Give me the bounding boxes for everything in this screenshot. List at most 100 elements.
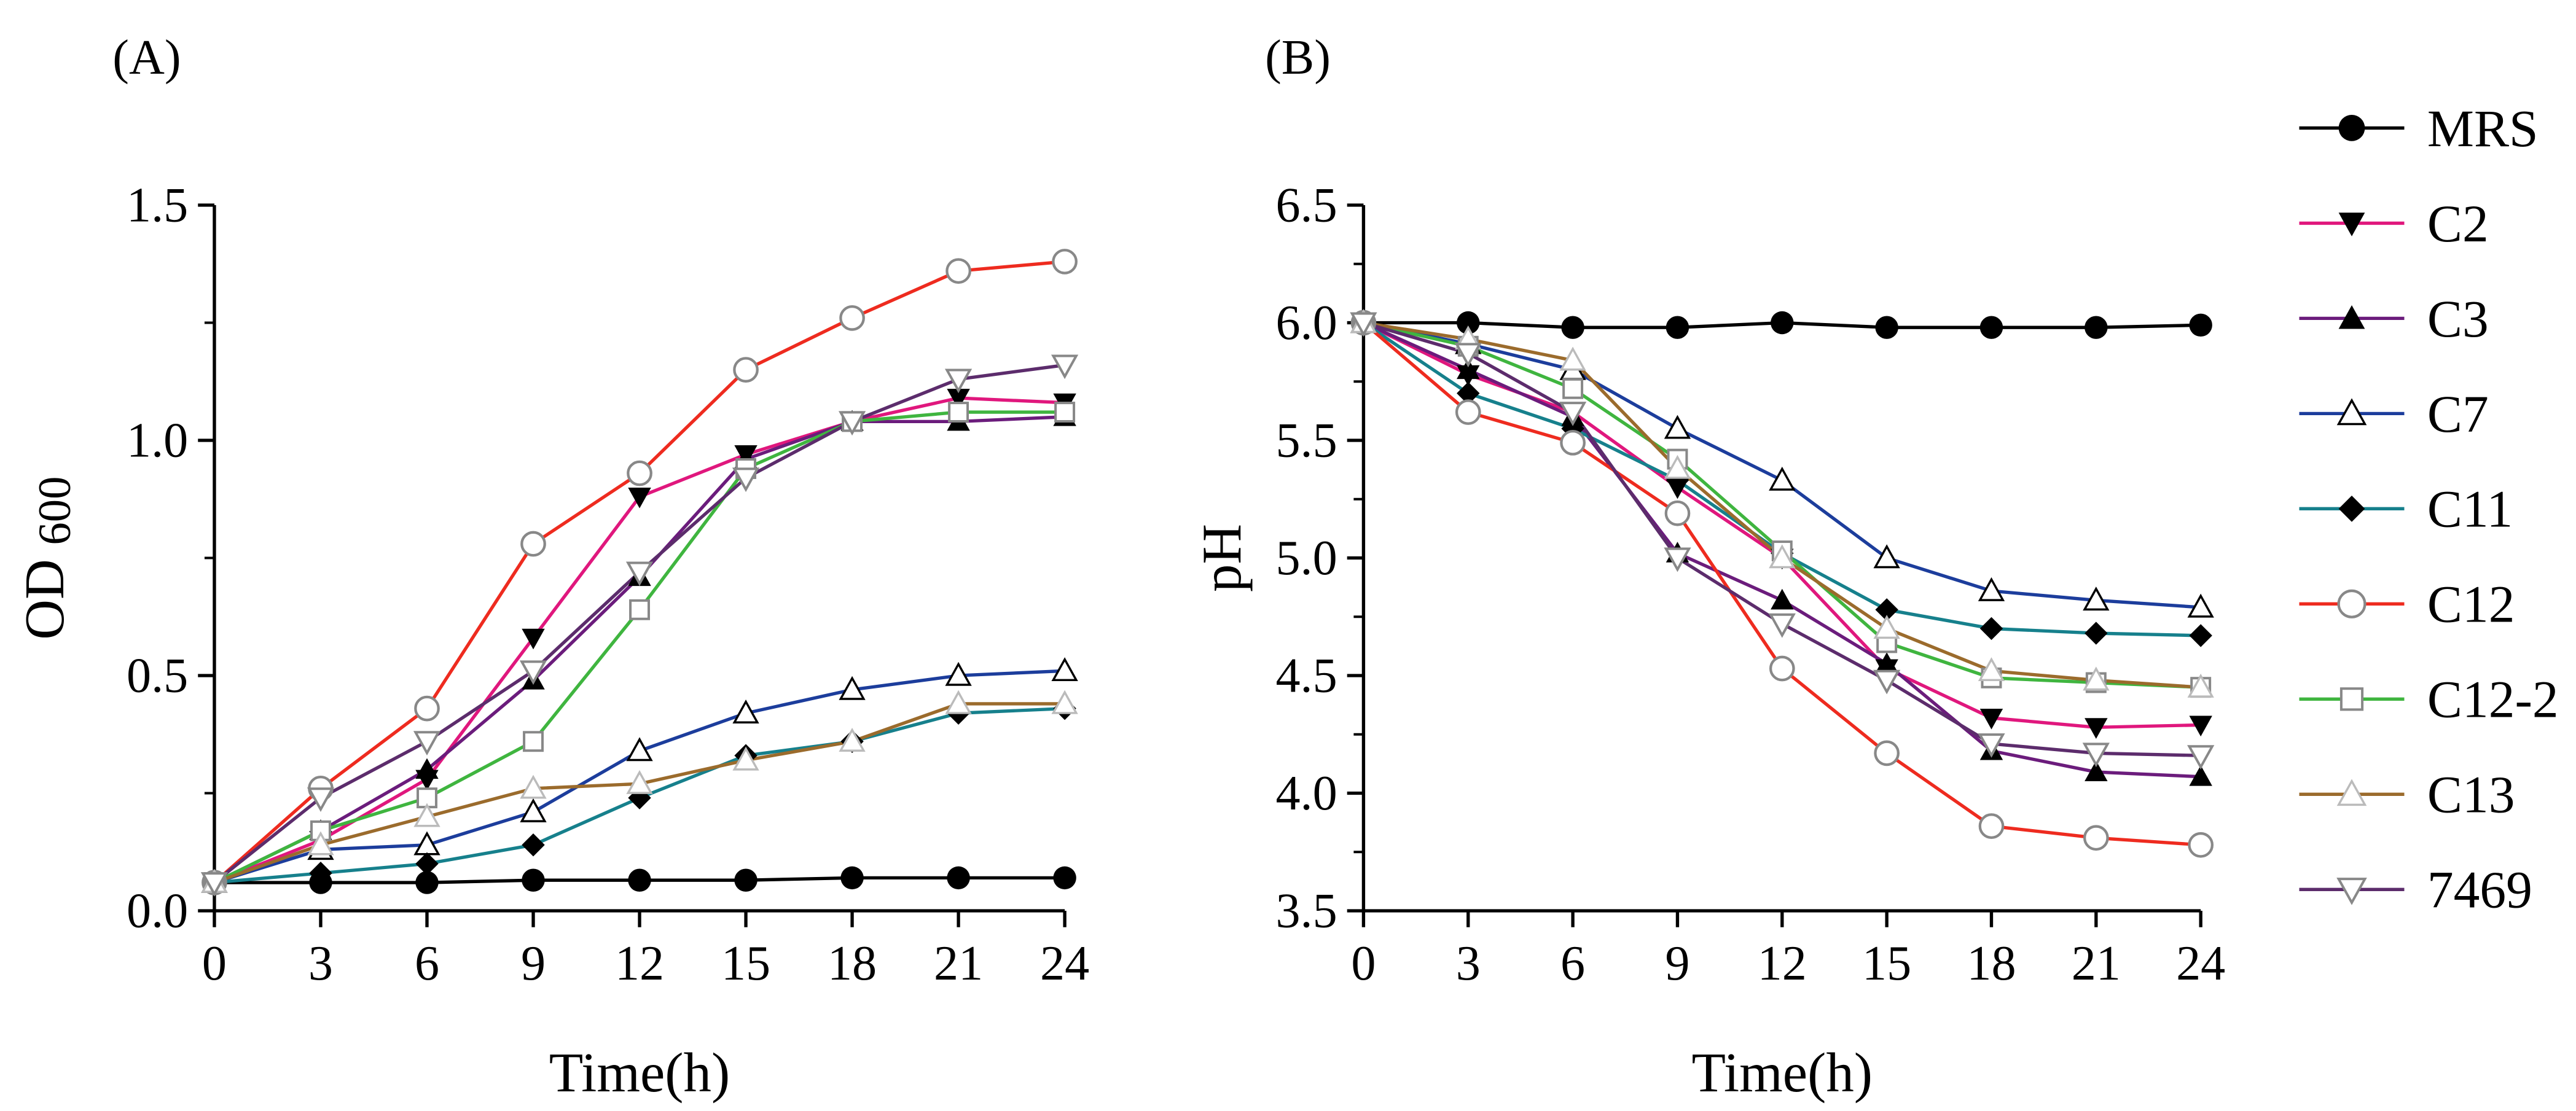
- data-point: [1979, 316, 2003, 339]
- x-tick-label: 6: [415, 937, 439, 991]
- legend-item-c13: C13: [2299, 766, 2515, 824]
- data-point: [413, 803, 440, 827]
- data-point: [1874, 740, 1900, 766]
- data-point: [948, 402, 969, 423]
- data-point: [1873, 615, 1900, 639]
- x-tick-label: 24: [1040, 937, 1089, 991]
- data-point: [1769, 544, 1796, 569]
- y-tick-label: 4.5: [1275, 649, 1337, 703]
- series-c3: [213, 415, 1065, 884]
- data-point: [1051, 354, 1079, 380]
- series-line: [1363, 321, 2201, 757]
- data-point: [1457, 311, 1480, 335]
- data-point: [1979, 617, 2003, 641]
- data-point: [732, 467, 760, 493]
- data-point: [1979, 708, 2003, 730]
- data-point: [1350, 312, 1377, 337]
- data-point: [1455, 399, 1481, 425]
- data-point: [839, 676, 866, 700]
- data-point: [522, 868, 545, 892]
- legend-item-7469: 7469: [2299, 862, 2532, 919]
- legend-item-c12: C12: [2299, 576, 2515, 634]
- data-point: [1875, 598, 1898, 622]
- legend-marker: [2338, 305, 2365, 329]
- data-point: [2083, 587, 2110, 611]
- data-point: [1978, 657, 2005, 682]
- data-point: [626, 770, 653, 794]
- y-tick-label: 1.0: [127, 414, 188, 468]
- series-7469: [1363, 321, 2201, 757]
- x-axis-title: Time(h): [1692, 1042, 1873, 1104]
- data-point: [1875, 316, 1898, 339]
- data-point: [2085, 718, 2108, 739]
- x-tick-label: 12: [615, 937, 664, 991]
- data-point: [1052, 249, 1078, 275]
- legend-label: C3: [2427, 290, 2489, 348]
- data-point: [1051, 690, 1078, 714]
- data-point: [1769, 466, 1796, 491]
- legend-item-mrs: MRS: [2299, 100, 2539, 158]
- data-point: [628, 487, 651, 509]
- data-point: [2085, 760, 2108, 782]
- data-point: [1559, 346, 1586, 371]
- legend-item-c3: C3: [2299, 290, 2489, 348]
- y-tick-label: 0.5: [127, 649, 188, 703]
- y-axis-title-main: pH: [1191, 524, 1253, 592]
- data-point: [519, 660, 547, 685]
- data-point: [1562, 378, 1584, 399]
- data-point: [1559, 402, 1587, 426]
- data-point: [1457, 381, 1480, 405]
- data-point: [1771, 588, 1794, 610]
- data-point: [1875, 652, 1898, 673]
- data-point: [1454, 343, 1482, 368]
- data-point: [2189, 624, 2212, 647]
- x-axis-title: Time(h): [549, 1042, 730, 1104]
- data-point: [1053, 866, 1076, 890]
- series-markers-c11: [203, 696, 1076, 894]
- data-point: [1978, 813, 2005, 839]
- data-point: [733, 357, 759, 383]
- data-point: [947, 866, 970, 890]
- series-markers-c7: [1350, 309, 2214, 618]
- legend-label: C7: [2427, 386, 2489, 443]
- data-point: [838, 411, 866, 436]
- legend-label: C2: [2427, 195, 2489, 253]
- series-markers-c13: [1350, 309, 2214, 698]
- y-tick-label: 4.0: [1275, 766, 1337, 821]
- x-tick-label: 18: [828, 937, 877, 991]
- data-point: [945, 258, 971, 284]
- data-point: [1560, 429, 1586, 456]
- data-point: [839, 305, 865, 331]
- legend-label: C11: [2427, 481, 2513, 539]
- data-point: [307, 831, 334, 856]
- series-markers-c12: [1350, 310, 2214, 858]
- series-markers-mrs: [1352, 311, 2212, 339]
- x-tick-label: 24: [2176, 937, 2225, 991]
- data-point: [2085, 622, 2108, 645]
- data-point: [1873, 544, 1900, 569]
- data-point: [2085, 316, 2108, 339]
- data-point: [415, 852, 439, 876]
- series-markers-c13: [201, 690, 1078, 893]
- data-point: [2188, 832, 2214, 858]
- data-point: [1664, 500, 1691, 526]
- y-axis-title: OD 600: [14, 476, 80, 639]
- data-point: [1978, 577, 2005, 601]
- legend-item-c12-2: C12-2: [2299, 671, 2559, 729]
- legend: MRS C2 C3 C7 C11 C12 C12-2 C13 7469: [2299, 100, 2559, 919]
- legend-marker: [2336, 779, 2367, 806]
- data-point: [625, 561, 654, 587]
- y-tick-label: 5.5: [1275, 414, 1337, 468]
- series-markers-7469: [1350, 312, 2215, 770]
- legend-marker: [2338, 212, 2365, 236]
- data-point: [627, 460, 652, 486]
- series-line: [213, 415, 1065, 884]
- x-tick-label: 12: [1758, 937, 1807, 991]
- legend-label: MRS: [2427, 100, 2539, 158]
- data-point: [414, 695, 440, 722]
- data-point: [628, 868, 651, 892]
- y-tick-label: 5.0: [1275, 531, 1337, 585]
- x-tick-label: 3: [308, 937, 333, 991]
- data-point: [520, 798, 547, 822]
- legend-marker: [2336, 398, 2367, 426]
